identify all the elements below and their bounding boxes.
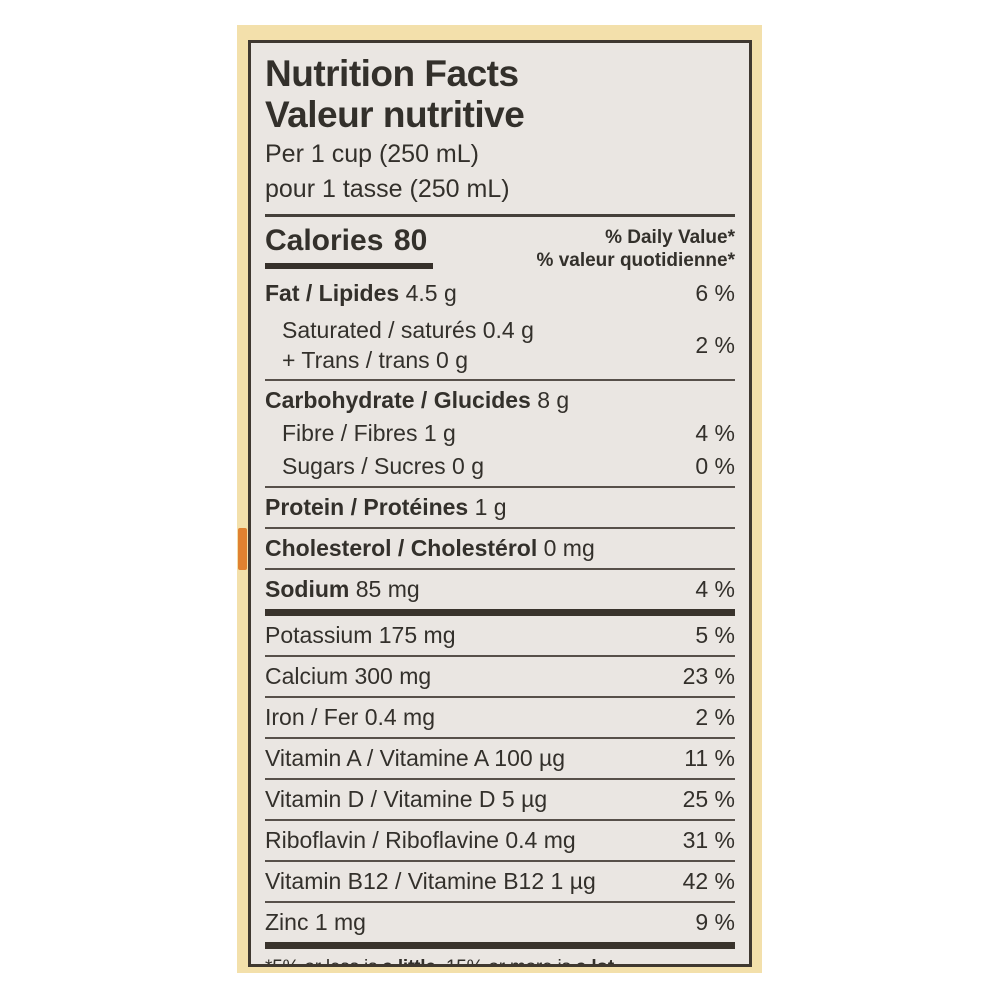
nutrient-row-riboflavin: Riboflavin / Riboflavine 0.4 mg 31 % [265,821,735,860]
nutrient-dv: 4 % [695,420,735,446]
nutrient-row-iron: Iron / Fer 0.4 mg 2 % [265,698,735,737]
calories-number: 80 [393,224,428,257]
nutrient-row-carbohydrate: Carbohydrate / Glucides 8 g [265,381,735,420]
divider [265,819,735,821]
divider [265,379,735,381]
title-fr: Valeur nutritive [265,94,525,135]
title-en: Nutrition Facts [265,53,519,94]
carton-edge-orange-mark [238,528,247,570]
divider [265,655,735,657]
nutrient-dv: 5 % [695,622,735,648]
nutrient-row-potassium: Potassium 175 mg 5 % [265,616,735,655]
thick-divider [265,609,735,616]
nutrient-name: Cholesterol / Cholestérol 0 mg [265,535,595,561]
nutrient-name: Iron / Fer 0.4 mg [265,704,436,730]
nutrient-dv: 23 % [682,663,735,689]
nutrient-row-vitamin-a: Vitamin A / Vitamine A 100 µg 11 % [265,739,735,778]
nutrient-name: Fat / Lipides 4.5 g [265,280,457,306]
nutrient-name: Sugars / Sucres 0 g [282,453,484,479]
nutrient-dv: 4 % [695,576,735,602]
nutrient-row-fibre: Fibre / Fibres 1 g 4 % [265,420,735,453]
nutrient-name: Vitamin B12 / Vitamine B12 1 µg [265,868,596,894]
nutrient-row-sodium: Sodium 85 mg 4 % [265,570,735,609]
nutrient-dv: 11 % [684,745,735,771]
serving-size-en: Per 1 cup (250 mL) [265,140,479,168]
nutrient-dv: 2 % [695,704,735,730]
nutrient-row-saturated-trans: Saturated / saturés 0.4 g + Trans / tran… [265,313,735,379]
divider [265,737,735,739]
divider [265,527,735,529]
nutrient-row-zinc: Zinc 1 mg 9 % [265,903,735,942]
divider [265,486,735,488]
footnote-en: *5% or less is a little, 15% or more is … [265,954,735,964]
nutrient-dv: 6 % [695,280,735,306]
nutrient-name: Carbohydrate / Glucides 8 g [265,387,570,413]
nutrient-name: Riboflavin / Riboflavine 0.4 mg [265,827,576,853]
nutrient-name: Vitamin A / Vitamine A 100 µg [265,745,566,771]
calories-label: Calories [265,224,384,257]
nutrient-row-sugars: Sugars / Sucres 0 g 0 % [265,453,735,486]
serving-size-fr: pour 1 tasse (250 mL) [265,175,510,203]
milk-carton-background: Nutrition Facts Valeur nutritive Per 1 c… [237,25,762,973]
nutrient-row-vitamin-b12: Vitamin B12 / Vitamine B12 1 µg 42 % [265,862,735,901]
nutrient-name: Protein / Protéines 1 g [265,494,507,520]
calories-row: Calories 80 % Daily Value* % valeur quoti… [265,217,735,278]
divider [265,696,735,698]
nutrient-dv: 9 % [695,909,735,935]
nutrition-facts-panel: Nutrition Facts Valeur nutritive Per 1 c… [248,40,752,967]
divider [265,901,735,903]
nutrient-row-cholesterol: Cholesterol / Cholestérol 0 mg [265,529,735,568]
divider [265,860,735,862]
nutrient-dv: 0 % [695,453,735,479]
nutrient-row-vitamin-d: Vitamin D / Vitamine D 5 µg 25 % [265,780,735,819]
daily-value-header: % Daily Value* % valeur quotidienne* [537,224,735,272]
nutrient-name: Sodium 85 mg [265,576,420,602]
nutrient-dv: 31 % [682,827,735,853]
nutrient-dv: 42 % [682,868,735,894]
footnote: *5% or less is a little, 15% or more is … [265,949,735,964]
nutrient-name: Fibre / Fibres 1 g [282,420,456,446]
divider [265,568,735,570]
thick-divider [265,942,735,949]
divider [265,778,735,780]
nutrient-name: Potassium 175 mg [265,622,456,648]
nutrient-name: Saturated / saturés 0.4 g + Trans / tran… [282,317,534,373]
nutrient-dv: 2 % [695,331,735,358]
nutrient-name: Vitamin D / Vitamine D 5 µg [265,786,548,812]
nutrient-name: Calcium 300 mg [265,663,432,689]
nutrient-row-fat: Fat / Lipides 4.5 g 6 % [265,278,735,313]
daily-value-header-fr: % valeur quotidienne* [536,250,735,271]
nutrient-dv: 25 % [682,786,735,812]
nutrient-row-protein: Protein / Protéines 1 g [265,488,735,527]
calories-value: Calories 80 [265,224,434,269]
daily-value-header-en: % Daily Value* [605,227,735,248]
divider [265,214,735,217]
nutrient-name: Zinc 1 mg [265,909,366,935]
nutrient-row-calcium: Calcium 300 mg 23 % [265,657,735,696]
